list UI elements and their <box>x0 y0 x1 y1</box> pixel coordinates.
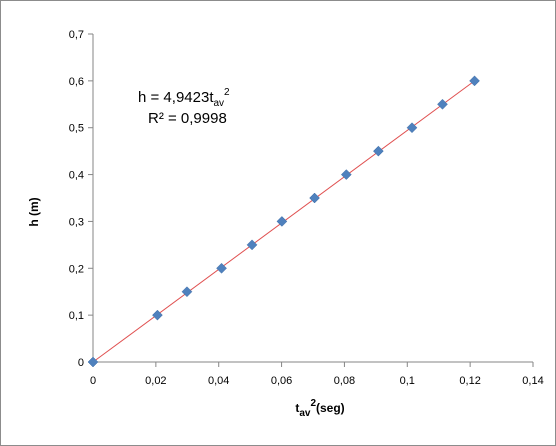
data-point <box>309 192 320 204</box>
x-tick-label: 0,06 <box>271 375 292 387</box>
data-point <box>340 169 352 180</box>
x-tick-label: 0,08 <box>334 375 355 387</box>
data-point <box>276 216 288 227</box>
y-tick-label: 0,1 <box>69 310 84 322</box>
equation-superscript: 2 <box>224 87 230 98</box>
y-tick-label: 0,5 <box>69 123 84 135</box>
x-axis-title-subscript: av <box>299 408 311 419</box>
x-tick-label: 0 <box>90 375 96 387</box>
y-tick-label: 0,2 <box>69 263 84 275</box>
x-axis-title-superscript: 2 <box>310 398 316 409</box>
data-points <box>87 75 480 368</box>
x-tick-label: 0,14 <box>522 375 543 387</box>
data-point <box>246 239 258 251</box>
equation-prefix: h = 4,9423t <box>138 89 214 106</box>
x-axis-title-base: t <box>295 401 299 415</box>
x-axis-title: tav2(seg) <box>295 398 344 419</box>
x-tick-label: 0,1 <box>400 375 415 387</box>
data-point <box>152 309 163 321</box>
y-tick-label: 0,6 <box>69 76 84 88</box>
x-tick-label: 0,04 <box>208 375 229 387</box>
trendline-equation: h = 4,9423tav2 <box>138 87 230 109</box>
data-point <box>406 122 418 134</box>
x-tick-label: 0,12 <box>459 375 480 387</box>
r-squared-label: R² = 0,9998 <box>148 110 227 127</box>
y-tick-label: 0,3 <box>69 216 84 228</box>
x-axis-ticks: 0 0,02 0,04 0,06 0,08 0,1 0,12 0,14 <box>90 362 544 387</box>
data-point <box>87 356 99 368</box>
data-point <box>181 286 193 298</box>
x-tick-label: 0,02 <box>145 375 166 387</box>
equation-subscript: av <box>213 98 224 109</box>
y-tick-label: 0,7 <box>69 29 84 41</box>
data-point <box>469 75 480 87</box>
y-tick-label: 0,4 <box>69 170 84 182</box>
y-tick-label: 0 <box>78 357 84 369</box>
x-axis-title-unit: (seg) <box>316 401 345 415</box>
data-point <box>373 145 384 157</box>
data-point <box>437 98 448 110</box>
y-axis-ticks: 0 0,1 0,2 0,3 0,4 0,5 0,6 0,7 <box>69 29 93 369</box>
y-axis-title: h (m) <box>27 197 41 226</box>
data-point <box>216 262 227 274</box>
